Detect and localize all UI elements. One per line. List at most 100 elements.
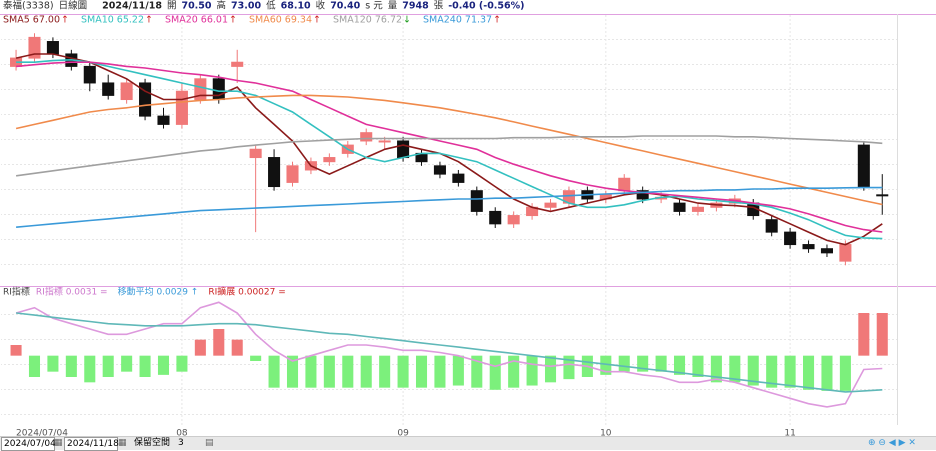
histogram-bar [305,355,317,388]
histogram-bar [250,355,262,361]
histogram-bar [563,355,575,380]
header-label: 開 [167,1,177,12]
histogram-bar [876,313,888,356]
candle-body [765,219,778,233]
legend-entry: SMA240 71.37 [423,15,492,26]
header-label: 收 [316,0,326,12]
indicator-line [16,312,883,393]
candle-body [46,41,59,55]
histogram-bar [637,355,649,372]
candle-body [618,177,631,192]
histogram-bar [729,355,741,383]
histogram-bar [102,355,114,377]
candle-body [470,190,483,212]
histogram-bar [379,355,391,388]
ma-line [15,53,883,246]
candle-body [489,210,502,225]
candle-body [691,206,704,212]
candle-body [802,244,815,250]
header-value: 70.40 [330,1,360,12]
x-tick-label: 08 [176,429,188,437]
legend-entry: SMA20 66.01 [165,15,228,26]
legend-entry: SMA120 76.72 [333,15,402,26]
histogram-bar [323,355,335,388]
histogram-bar [342,355,354,388]
header-value: 70.50 [181,1,211,12]
histogram-bar [489,355,501,390]
histogram-bar [157,355,170,375]
chart: 泰福(3338) 日線圖 2024/11/18 開 70.50 高 73.00 低 68.10 收… [0,0,936,436]
indicator-line [15,301,883,408]
header-label: 張 [434,1,444,12]
histogram-bar [176,355,188,372]
space-value[interactable]: 3 [178,438,184,448]
histogram-bar [360,355,372,388]
histogram-bar [397,355,409,388]
legend-entry: RI指標 0.0031 = [36,286,108,298]
tool-icon[interactable]: ⊕ ⊖ ◀ ▶ ✕ [868,438,916,448]
candle-body [175,90,188,125]
legend-entry: RI擴展 0.00027 = [208,286,285,298]
legend-trend: ↑ [313,15,321,26]
histogram-bar [600,355,612,375]
histogram-bar [84,355,96,383]
ma-line [15,94,883,206]
header-label: 量 [388,1,398,12]
candle-body [212,78,225,101]
histogram-bar [10,345,22,356]
candle-body [268,157,281,188]
header-value: 73.00 [231,1,261,12]
calendar-icon[interactable]: ▦ [118,438,127,448]
legend-entry: SMA5 67.00 [3,15,60,26]
histogram-bar [452,355,464,386]
grid-background [1,297,897,425]
candle-body [120,82,133,101]
x-tick-label: 11 [784,429,795,437]
candle-body [231,61,244,67]
ma-line [15,135,883,177]
legend-trend: ↑ [493,15,501,26]
candle-body [83,65,96,84]
candle-body [286,165,299,183]
candle-body [876,194,889,197]
header-label: 高 [217,0,227,12]
header-value: 68.10 [281,1,311,12]
candle-body [433,165,446,175]
candle-body [784,231,797,246]
candle-body [323,157,336,163]
legend-trend: ↑ [61,15,69,26]
toolbar: 2024/07/04 ▦ 2024/11/18 ▦ 保留空間 3 ▤ ⊕ ⊖ ◀… [0,436,936,451]
stock-name: 泰福(3338) [3,0,54,12]
histogram-bar [65,355,77,377]
histogram-bar [839,355,851,391]
calendar-icon[interactable]: ▦ [54,438,63,448]
candle-body [249,148,262,159]
histogram-bar [803,355,815,390]
histogram-bar [47,355,59,372]
header-label: s 元 [365,1,383,12]
candle-body [636,190,649,200]
legend-trend: ↑ [145,15,153,26]
legend-trend: ↑ [229,15,237,26]
ma-line [16,186,883,228]
period: 日線圖 [59,0,88,12]
candle-body [857,144,870,188]
histogram-bar [286,355,299,388]
panel-title: RI指標 [3,286,30,298]
legend-trend: ↓ [403,15,411,26]
histogram-bar [526,355,538,386]
candle-body [820,248,833,254]
histogram-bar [544,355,557,383]
histogram-bar [766,355,778,388]
tool-icon[interactable]: ▤ [205,438,214,448]
legend-entry: 移動平均 0.0029 ↑ [118,286,199,298]
histogram-bar [618,355,630,372]
histogram-bar [710,355,722,383]
candle-body [544,202,557,208]
histogram-bar [28,355,41,377]
legend-entry: SMA10 65.22 [81,15,144,26]
histogram-bar [674,355,686,375]
histogram-bar [471,355,483,388]
histogram-bar [213,329,225,356]
